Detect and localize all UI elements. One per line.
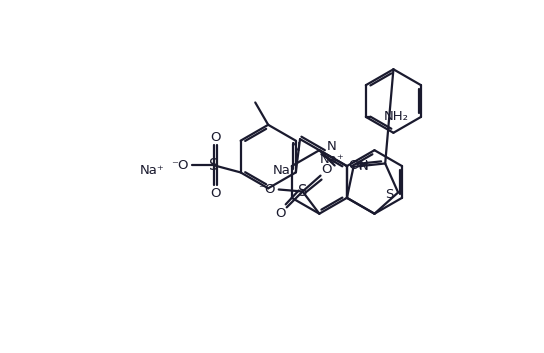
Text: S: S	[298, 184, 307, 199]
Text: S: S	[209, 158, 218, 173]
Text: N: N	[326, 140, 336, 153]
Text: S: S	[385, 188, 393, 201]
Text: Na: Na	[273, 164, 291, 177]
Text: ⁻O: ⁻O	[171, 159, 189, 172]
Text: N: N	[291, 140, 301, 154]
Text: OH: OH	[349, 159, 369, 172]
Text: O: O	[322, 163, 332, 176]
Text: O: O	[211, 131, 221, 144]
Text: O: O	[275, 207, 286, 220]
Text: O: O	[211, 186, 221, 199]
Text: Na⁺: Na⁺	[320, 153, 345, 166]
Text: ⁻O: ⁻O	[258, 183, 276, 196]
Text: NH₂: NH₂	[384, 110, 409, 124]
Text: Na⁺: Na⁺	[140, 164, 164, 177]
Text: N: N	[358, 160, 368, 173]
